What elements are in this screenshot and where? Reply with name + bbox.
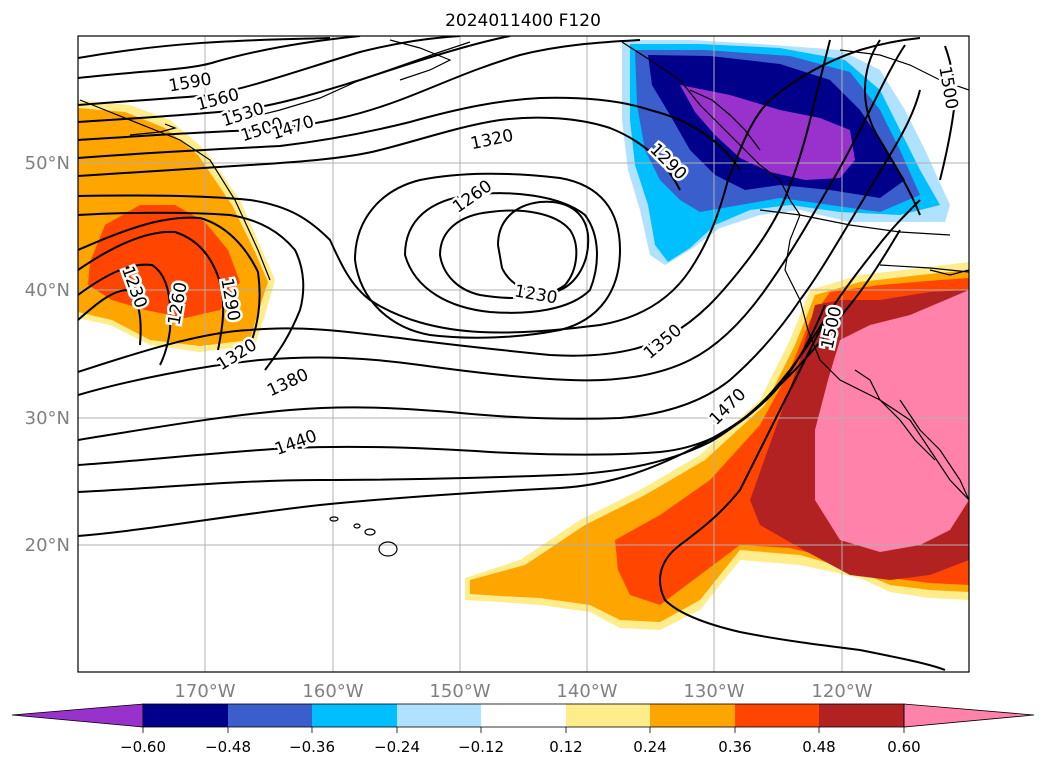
colorbar-frame [142, 703, 905, 728]
height-contours [78, 36, 957, 671]
colorbar: −0.60 −0.48 −0.36 −0.24 −0.12 0.12 0.24 … [11, 703, 1035, 756]
map-area: 1590 1560 1530 1500 1470 1320 1260 1230 … [78, 36, 969, 672]
colorbar-tick-label: −0.36 [289, 738, 335, 756]
lon-label-120w: 120°W [811, 681, 872, 702]
colorbar-extend-max [903, 703, 1035, 728]
colorbar-tick-label: −0.60 [120, 738, 166, 756]
colorbar-extend-min [11, 703, 144, 728]
colorbar-tick-label: 0.36 [718, 738, 751, 756]
colorbar-bin [397, 704, 481, 727]
lat-label-20n: 20°N [25, 535, 70, 556]
map-frame [77, 35, 970, 673]
colorbar-tick-label: 0.12 [549, 738, 582, 756]
colorbar-tick-label: −0.48 [205, 738, 251, 756]
lon-labels: 170°W 160°W 150°W 140°W 130°W 120°W [174, 681, 872, 702]
colorbar-bin [566, 704, 650, 727]
colorbar-bin [735, 704, 819, 727]
colorbar-bin [819, 704, 904, 727]
colorbar-bin [143, 704, 228, 727]
colorbar-bin [650, 704, 735, 727]
colorbar-tick-label: −0.12 [458, 738, 504, 756]
lat-labels: 50°N 40°N 30°N 20°N [25, 153, 70, 556]
colorbar-bin [228, 704, 312, 727]
lat-label-30n: 30°N [25, 408, 70, 429]
lon-label-130w: 130°W [683, 681, 744, 702]
lon-label-170w: 170°W [174, 681, 235, 702]
lon-label-140w: 140°W [556, 681, 617, 702]
lon-label-150w: 150°W [429, 681, 490, 702]
colorbar-tick-label: 0.48 [802, 738, 835, 756]
map-title: 2024011400 F120 [445, 11, 601, 31]
lat-label-40n: 40°N [25, 280, 70, 301]
colorbar-tick-label: 0.60 [887, 738, 920, 756]
anomaly-neg-max [680, 85, 855, 180]
colorbar-tick-label: −0.24 [374, 738, 420, 756]
colorbar-tick-label: 0.24 [633, 738, 666, 756]
lat-label-50n: 50°N [25, 153, 70, 174]
lon-label-160w: 160°W [302, 681, 363, 702]
colorbar-bin [312, 704, 397, 727]
hawaii-islands [329, 516, 398, 557]
colorbar-bin [481, 704, 566, 727]
anomaly-pos-max-east [815, 290, 969, 552]
